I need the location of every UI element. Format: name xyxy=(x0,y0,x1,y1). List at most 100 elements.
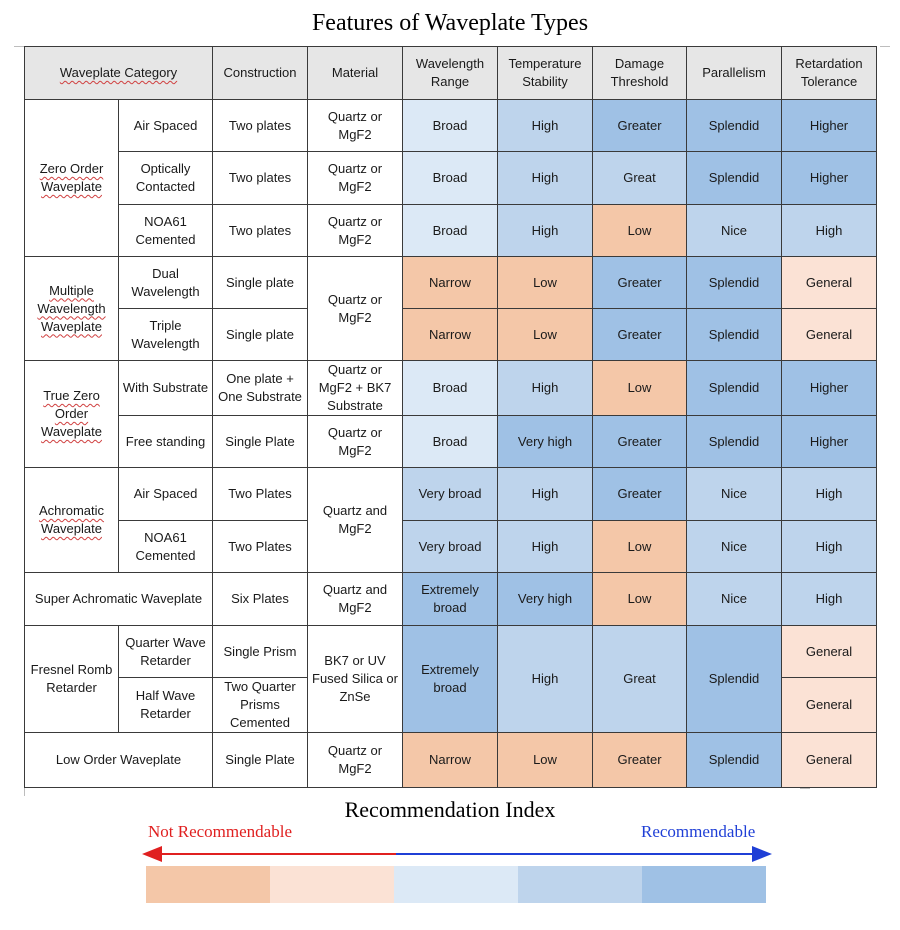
construction-cell: Single Prism xyxy=(212,625,308,678)
temperature-stability-cell: High xyxy=(497,151,593,205)
material-cell: BK7 or UV Fused Silica or ZnSe xyxy=(307,625,403,733)
damage-threshold-cell: Low xyxy=(592,520,687,573)
scale-swatch-2 xyxy=(270,866,394,903)
temperature-stability-cell: High xyxy=(497,520,593,573)
material-cell: Quartz or MgF2 xyxy=(307,415,403,468)
header-damage-threshold: Damage Threshold xyxy=(592,46,687,100)
damage-threshold-cell: Greater xyxy=(592,732,687,788)
construction-cell: Single Plate xyxy=(212,415,308,468)
corner-mark xyxy=(880,46,890,57)
header-temperature-stability: Temperature Stability xyxy=(497,46,593,100)
header-material: Material xyxy=(307,46,403,100)
category-cell: Fresnel Romb Retarder xyxy=(24,625,119,733)
table-row: Half Wave Retarder Two Quarter Prisms Ce… xyxy=(25,677,877,733)
table-row: Fresnel Romb Retarder Quarter Wave Retar… xyxy=(24,625,877,733)
table-row: Zero Order Waveplate Air Spaced Two plat… xyxy=(24,99,877,257)
retardation-tolerance-cell: Higher xyxy=(781,415,877,468)
parallelism-cell: Nice xyxy=(686,572,782,626)
temperature-stability-cell: High xyxy=(497,467,593,521)
parallelism-cell: Splendid xyxy=(686,99,782,152)
table-row: Free standing Single Plate Quartz or MgF… xyxy=(25,415,877,468)
damage-threshold-cell: Greater xyxy=(592,99,687,152)
arrow-left-head-icon xyxy=(142,846,162,862)
table-row: NOA61 Cemented Two plates Quartz or MgF2… xyxy=(25,204,877,257)
subcategory-cell: NOA61 Cemented xyxy=(118,204,213,257)
category-cell: Low Order Waveplate xyxy=(24,732,213,788)
wavelength-range-cell: Extremely broad xyxy=(402,572,498,626)
page-title: Features of Waveplate Types xyxy=(311,10,589,36)
retardation-tolerance-cell: High xyxy=(781,204,877,257)
temperature-stability-cell: Low xyxy=(497,732,593,788)
construction-cell: Two Quarter Prisms Cemented xyxy=(212,677,308,733)
wavelength-range-cell: Very broad xyxy=(402,520,498,573)
scale-swatch-5 xyxy=(642,866,766,903)
material-cell: Quartz or MgF2 xyxy=(307,256,403,361)
temperature-stability-cell: Very high xyxy=(497,415,593,468)
damage-threshold-cell: Low xyxy=(592,204,687,257)
wavelength-range-cell: Broad xyxy=(402,360,498,416)
legend-title: Recommendation Index xyxy=(344,797,556,822)
temperature-stability-cell: Very high xyxy=(497,572,593,626)
construction-cell: Two plates xyxy=(212,204,308,257)
material-cell: Quartz or MgF2 xyxy=(307,99,403,152)
material-cell: Quartz and MgF2 xyxy=(307,467,403,573)
parallelism-cell: Splendid xyxy=(686,732,782,788)
damage-threshold-cell: Greater xyxy=(592,467,687,521)
wavelength-range-cell: Broad xyxy=(402,151,498,205)
category-cell: Multiple Wavelength Waveplate xyxy=(24,256,119,361)
temperature-stability-cell: High xyxy=(497,99,593,152)
damage-threshold-cell: Greater xyxy=(592,256,687,309)
category-cell: True Zero Order Waveplate xyxy=(24,360,119,468)
parallelism-cell: Nice xyxy=(686,467,782,521)
construction-cell: Six Plates xyxy=(212,572,308,626)
parallelism-cell: Splendid xyxy=(686,151,782,205)
table-row: Triple Wavelength Single plate Narrow Lo… xyxy=(25,308,877,361)
arrow-right-head-icon xyxy=(752,846,772,862)
damage-threshold-cell: Greater xyxy=(592,415,687,468)
not-recommendable-label: Not Recommendable xyxy=(148,822,292,841)
waveplate-features-table: Waveplate Category Construction Material… xyxy=(24,46,877,788)
damage-threshold-cell: Greater xyxy=(592,308,687,361)
temperature-stability-cell: High xyxy=(497,360,593,416)
wavelength-range-cell: Broad xyxy=(402,415,498,468)
subcategory-cell: Optically Contacted xyxy=(118,151,213,205)
parallelism-cell: Splendid xyxy=(686,415,782,468)
damage-threshold-cell: Low xyxy=(592,572,687,626)
subcategory-cell: With Substrate xyxy=(118,360,213,416)
table-row: True Zero Order Waveplate With Substrate… xyxy=(24,360,877,468)
subcategory-cell: Dual Wavelength xyxy=(118,256,213,309)
damage-threshold-cell: Great xyxy=(592,625,687,733)
header-parallelism: Parallelism xyxy=(686,46,782,100)
retardation-tolerance-cell: Higher xyxy=(781,99,877,152)
temperature-stability-cell: High xyxy=(497,625,593,733)
wavelength-range-cell: Narrow xyxy=(402,308,498,361)
scale-swatch-3 xyxy=(394,866,518,903)
parallelism-cell: Nice xyxy=(686,520,782,573)
construction-cell: Two Plates xyxy=(212,467,308,521)
retardation-tolerance-cell: High xyxy=(781,572,877,626)
retardation-tolerance-cell: General xyxy=(781,677,877,733)
header-row: Waveplate Category Construction Material… xyxy=(24,46,877,100)
material-cell: Quartz or MgF2 xyxy=(307,151,403,205)
parallelism-cell: Splendid xyxy=(686,256,782,309)
wavelength-range-cell: Narrow xyxy=(402,256,498,309)
construction-cell: Single plate xyxy=(212,308,308,361)
parallelism-cell: Splendid xyxy=(686,360,782,416)
wavelength-range-cell: Broad xyxy=(402,204,498,257)
construction-cell: Two plates xyxy=(212,99,308,152)
parallelism-cell: Splendid xyxy=(686,308,782,361)
retardation-tolerance-cell: Higher xyxy=(781,151,877,205)
header-retardation-tolerance: Retardation Tolerance xyxy=(781,46,877,100)
header-category: Waveplate Category xyxy=(24,46,213,100)
retardation-tolerance-cell: Higher xyxy=(781,360,877,416)
header-wavelength-range: Wavelength Range xyxy=(402,46,498,100)
recommendable-label: Recommendable xyxy=(641,822,756,841)
table-row: NOA61 Cemented Two Plates Very broad Hig… xyxy=(25,520,877,573)
subcategory-cell: Half Wave Retarder xyxy=(118,677,213,733)
material-cell: Quartz or MgF2 xyxy=(307,732,403,788)
construction-cell: Two Plates xyxy=(212,520,308,573)
construction-cell: Single plate xyxy=(212,256,308,309)
subcategory-cell: Triple Wavelength xyxy=(118,308,213,361)
category-cell: Achromatic Waveplate xyxy=(24,467,119,573)
category-cell: Zero Order Waveplate xyxy=(24,99,119,257)
